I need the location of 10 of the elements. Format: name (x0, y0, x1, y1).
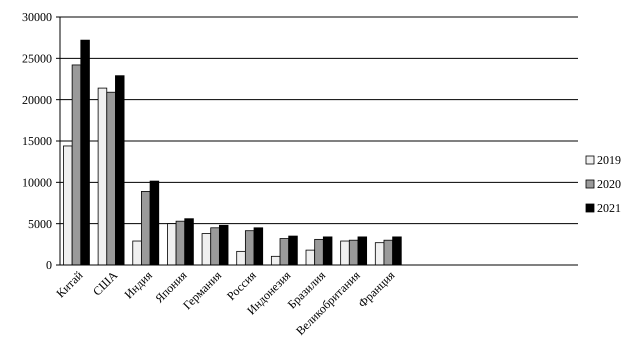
legend-label: 2021 (597, 201, 621, 216)
y-tick-label: 15000 (22, 134, 52, 148)
legend-label: 2019 (597, 153, 621, 168)
y-tick-label: 10000 (22, 176, 52, 190)
y-tick-label: 25000 (22, 52, 52, 66)
y-tick-label: 5000 (28, 216, 52, 231)
legend-label: 2020 (597, 177, 621, 192)
y-tick-label: 20000 (22, 92, 52, 107)
y-tick-label: 0 (46, 258, 52, 272)
y-tick-label: 30000 (22, 10, 52, 24)
